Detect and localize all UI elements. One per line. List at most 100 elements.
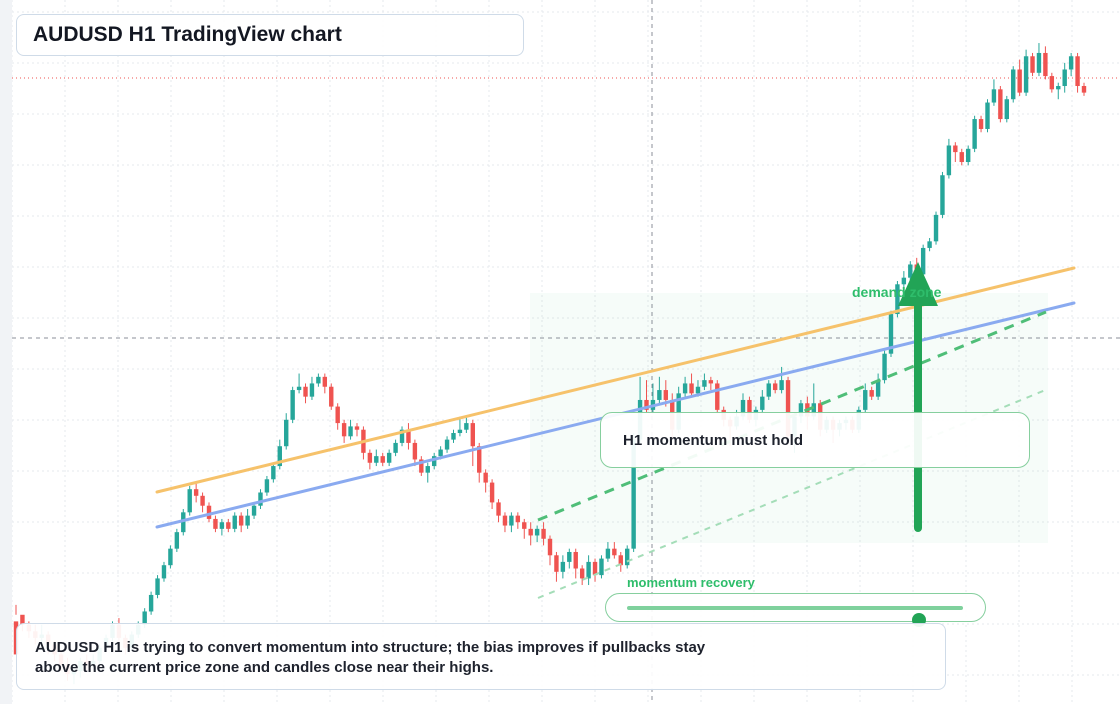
candle-body	[438, 449, 443, 457]
summary-text: AUDUSD H1 is trying to convert momentum …	[35, 639, 706, 676]
candle-body	[20, 614, 25, 625]
candle-body	[567, 551, 572, 562]
momentum-meter-track	[627, 606, 963, 627]
candle-body	[772, 383, 778, 391]
candle-body	[213, 518, 218, 529]
candle-body	[155, 578, 160, 595]
momentum-meter[interactable]	[605, 593, 986, 627]
candle-body	[399, 429, 405, 443]
candle-body	[798, 403, 804, 417]
candle-body	[965, 148, 971, 163]
candle-body	[766, 383, 771, 397]
candle-body	[953, 145, 958, 153]
candle-body	[226, 522, 231, 529]
candle-body	[386, 452, 392, 463]
candle-body	[695, 386, 701, 394]
candle-body	[1011, 69, 1016, 100]
candle-body	[483, 472, 488, 483]
candle-body	[715, 383, 720, 410]
candle-body	[875, 380, 881, 397]
candle-body	[547, 538, 553, 556]
candle-body	[431, 456, 437, 467]
candle-body	[1036, 52, 1042, 73]
candle-body	[579, 568, 585, 579]
candle-body	[290, 390, 295, 420]
candle-body	[322, 376, 328, 387]
candle-body	[541, 528, 546, 539]
candle-body	[625, 548, 630, 566]
candle-body	[1049, 76, 1055, 90]
summary-card: AUDUSD H1 is trying to convert momentum …	[16, 623, 946, 690]
candle-body	[959, 152, 964, 163]
candle-body	[168, 548, 173, 566]
candle-body	[380, 456, 385, 463]
candle-body	[444, 439, 450, 450]
candle-body	[303, 386, 308, 397]
candle-body	[142, 611, 147, 625]
candle-body	[933, 214, 939, 242]
candle-body	[174, 532, 180, 549]
candle-body	[457, 429, 463, 434]
candle-body	[1023, 56, 1029, 93]
candle-body	[534, 528, 540, 536]
candle-body	[599, 558, 604, 576]
candle-body	[618, 555, 623, 566]
candle-body	[251, 505, 257, 516]
candle-body	[740, 399, 746, 417]
candle-body	[187, 489, 192, 513]
candle-body	[451, 433, 456, 440]
candle-body	[605, 548, 611, 559]
candle-body	[560, 561, 566, 572]
candle-body	[496, 502, 501, 516]
candle-body	[277, 446, 282, 467]
candle-body	[702, 380, 707, 387]
candle-body	[264, 479, 270, 493]
candle-body	[181, 512, 186, 533]
chart-title-card: AUDUSD H1 TradingView chart	[16, 14, 524, 56]
candle-body	[657, 390, 662, 400]
candle-body	[573, 551, 578, 569]
projection-arrow-head[interactable]	[898, 262, 938, 306]
candle-body	[148, 594, 154, 612]
candle-body	[509, 515, 514, 526]
candle-body	[612, 548, 617, 556]
candle-body	[354, 426, 360, 430]
candle-body	[676, 393, 681, 430]
candle-body	[1056, 86, 1061, 90]
candle-body	[882, 353, 887, 381]
candle-body	[689, 383, 694, 394]
candle-body	[682, 383, 688, 394]
candle-body	[348, 426, 353, 437]
momentum-note-card: H1 momentum must hold	[600, 412, 1030, 468]
candle-body	[972, 119, 977, 149]
candle-body	[888, 314, 894, 354]
candle-body	[978, 119, 984, 129]
chart-grid	[11, 0, 1120, 704]
candle-body	[1043, 52, 1048, 77]
candle-body	[998, 89, 1003, 120]
chart-title: AUDUSD H1 TradingView chart	[33, 23, 342, 46]
candle-body	[785, 380, 791, 437]
candle-body	[316, 376, 321, 384]
candle-body	[309, 383, 315, 397]
candle-body	[1017, 69, 1022, 93]
candle-body	[412, 442, 418, 460]
candle-body	[1030, 56, 1035, 73]
candle-body	[760, 396, 765, 410]
candle-body	[425, 466, 430, 473]
candle-body	[477, 446, 482, 473]
candle-body	[258, 492, 263, 506]
candle-body	[232, 515, 237, 529]
candle-body	[1062, 69, 1067, 87]
candle-body	[489, 482, 495, 503]
candle-body	[245, 515, 250, 526]
candle-body	[271, 466, 276, 480]
candle-body	[329, 386, 334, 407]
candle-body	[193, 489, 199, 496]
candle-body	[869, 390, 874, 397]
candle-body	[895, 284, 900, 315]
candle-body	[374, 456, 379, 463]
candle-body	[200, 495, 205, 506]
demand-zone-label: demand zone	[852, 284, 942, 300]
